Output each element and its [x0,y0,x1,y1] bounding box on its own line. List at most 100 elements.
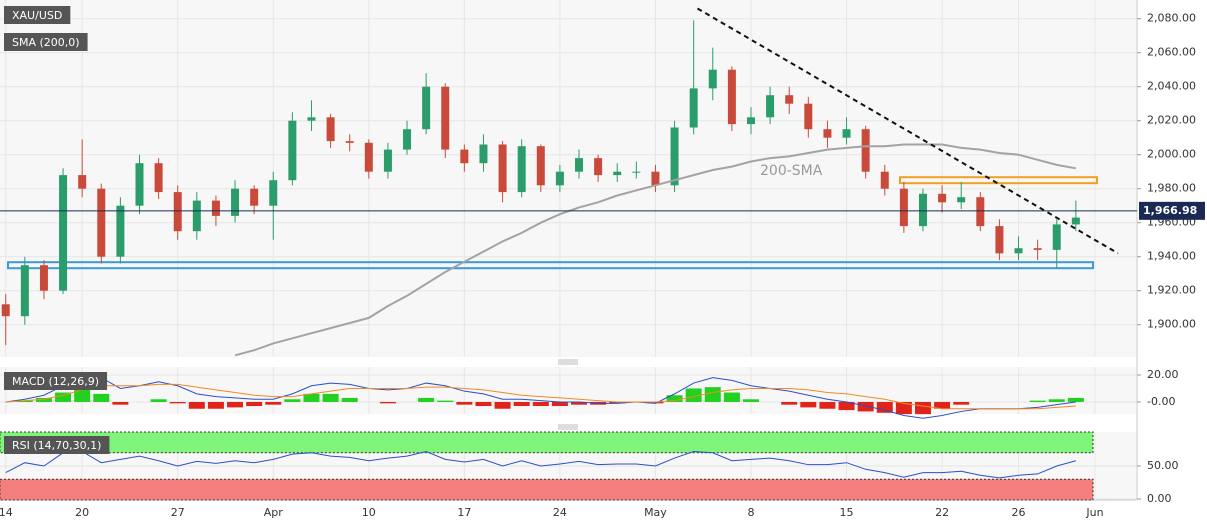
candle-body [116,205,125,257]
candle-body [555,171,564,186]
candle-body [1033,248,1042,250]
histogram-bar [418,397,435,402]
candle-body [154,163,163,193]
y-tick-label: 1,980.00 [1147,182,1196,195]
candle-body [383,149,392,172]
candle-body [536,146,545,186]
sma-line [234,143,1077,357]
histogram-bar [341,397,358,402]
y-tick-label: 1,920.00 [1147,284,1196,297]
x-tick-label: 27 [171,506,185,519]
x-tick-label: May [644,506,667,519]
candle-body [479,144,488,164]
y-tick-label: 2,080.00 [1147,12,1196,25]
candle-body [823,129,832,138]
histogram-bar [1048,399,1065,402]
histogram-bar [685,388,702,402]
macd-line [5,371,1076,419]
x-tick-label: 17 [457,506,471,519]
histogram-bar [16,400,33,402]
histogram-bar [609,401,626,404]
histogram-bar [494,401,511,409]
histogram-bar [819,401,836,409]
candle-body [307,117,316,121]
support-zone [7,261,1094,270]
candle-body [517,146,526,193]
histogram-bar [437,400,454,402]
candle-body [135,163,144,206]
candle-body [708,69,717,89]
last-price-label: 1,966.98 [1143,204,1197,217]
legend-bg [4,372,108,390]
candle-body [670,127,679,186]
candle-body [880,171,889,189]
candle-body [288,120,297,181]
histogram-bar [723,392,740,402]
candle-body [957,197,966,203]
macd-panel [0,367,1137,414]
histogram-bar [647,401,664,404]
histogram-bar [838,401,855,411]
overbought-zone [0,431,1094,454]
candle-body [899,188,908,227]
candle-body [364,142,373,172]
legend-box: SMA (200,0) [4,33,88,51]
y-tick-label: 2,060.00 [1147,46,1196,59]
histogram-bar [532,401,549,407]
panel-handle[interactable] [558,424,578,430]
histogram-bar [188,401,205,409]
histogram-bar [895,401,912,415]
histogram-bar [475,401,492,407]
y-tick-label: -0.00 [1147,395,1175,408]
candle-body [59,175,68,291]
annotation: 200-SMA [760,163,823,179]
candle-body [345,141,354,143]
y-tick-label: 20.00 [1147,368,1179,381]
candle-body [403,129,412,150]
legend-box: XAU/USD [4,6,71,24]
x-tick-label: 26 [1012,506,1026,519]
candle-body [861,129,870,172]
candle-body [20,265,29,317]
histogram-bar [666,395,683,402]
price-panel [0,0,1137,357]
y-tick-label: 2,020.00 [1147,114,1196,127]
histogram-bar [35,397,52,402]
histogram-bar [704,387,721,402]
candle-body [231,188,240,216]
candle-body [1071,217,1080,225]
candle-body [727,69,736,125]
panel-handle[interactable] [558,359,578,365]
candle-body [746,117,755,125]
histogram-bar [953,401,970,405]
histogram-bar [227,401,244,408]
candle-body [1052,224,1061,250]
histogram-bar [1029,400,1046,402]
legend-box: RSI (14,70,30,1) [4,436,110,454]
legend-box: MACD (12,26,9) [4,372,108,390]
histogram-bar [934,401,951,409]
histogram-bar [55,392,72,402]
legend-label: MACD (12,26,9) [12,375,99,388]
candle-body [422,86,431,130]
x-tick-label: 20 [75,506,89,519]
y-tick-label: 50.00 [1147,459,1179,472]
histogram-bar [456,401,473,405]
histogram-bar [93,393,110,402]
candle-body [326,117,335,142]
candle-body [918,193,927,227]
resistance-zone [899,176,1098,185]
x-tick-label: 24 [553,506,567,519]
candle-body [575,158,584,172]
candle-body [78,175,87,189]
histogram-bar [379,401,396,404]
candle-body [976,197,985,227]
histogram-bar [876,401,893,413]
candle-body [39,265,48,291]
candle-body [460,149,469,164]
histogram-bar [1067,397,1084,402]
candle-body [1,304,10,317]
candle-body [211,200,220,216]
histogram-bar [551,401,568,407]
candle-body [632,171,641,173]
